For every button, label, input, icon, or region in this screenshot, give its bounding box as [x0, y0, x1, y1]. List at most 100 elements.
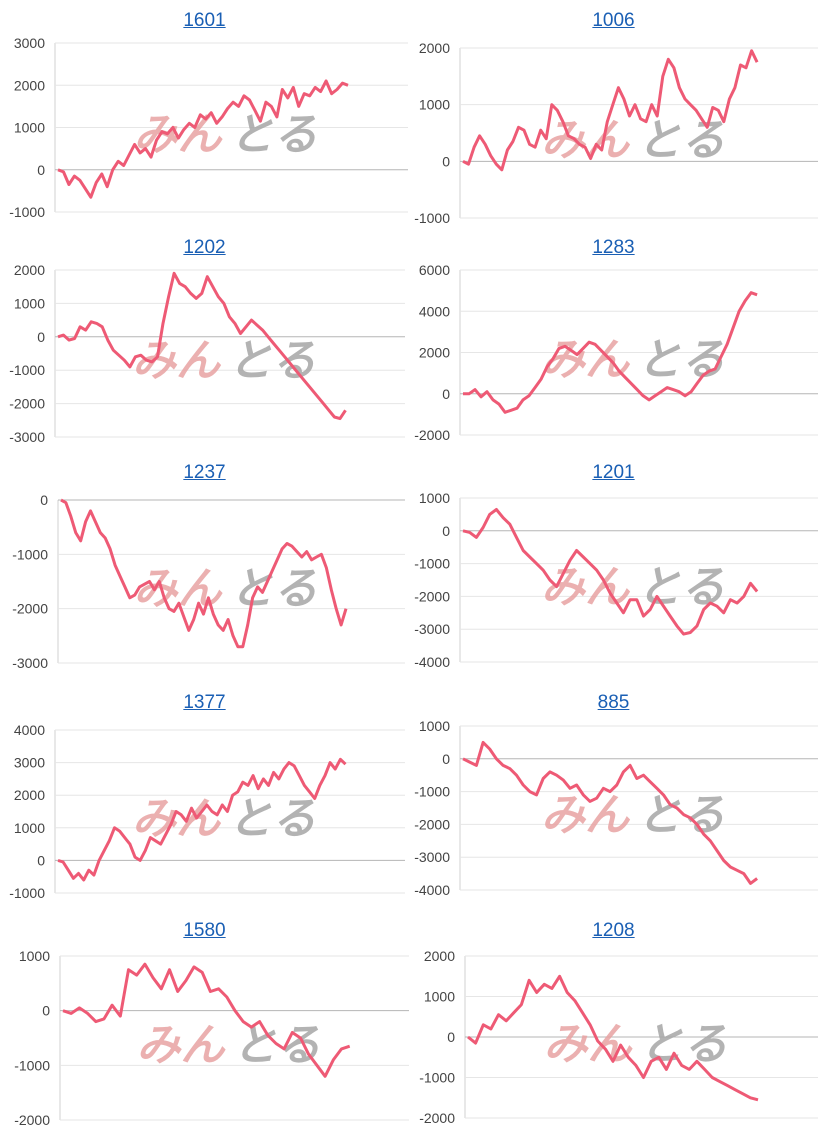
y-tick-label: 0 — [442, 386, 450, 402]
line-chart: 3000 2000 1000 0 -1000 みん とる — [9, 35, 408, 220]
chart-title[interactable]: 1201 — [592, 462, 635, 483]
y-tick-label: -1000 — [419, 1070, 455, 1086]
watermark-left: みん — [541, 115, 631, 166]
line-chart: 1000 0 -1000 -2000 -3000 -4000 みん とる — [414, 718, 818, 898]
chart-1006: 2000 1000 0 -1000 みん とる 1006 — [409, 8, 818, 228]
chart-title[interactable]: 1237 — [183, 462, 226, 483]
series-line — [462, 508, 759, 636]
y-tick-label: 4000 — [419, 303, 450, 319]
y-tick-label: -4000 — [414, 654, 450, 670]
series-line — [462, 49, 759, 172]
y-tick-label: -1000 — [414, 556, 450, 572]
y-tick-label: -2000 — [414, 588, 450, 604]
watermark-logo: みん とる — [137, 1020, 321, 1071]
series-line — [62, 962, 351, 1078]
y-tick-label: 0 — [442, 751, 450, 767]
series-line — [57, 271, 347, 421]
watermark-logo: みん とる — [544, 1019, 728, 1070]
y-tick-label: 0 — [447, 1029, 455, 1045]
line-chart: 1000 0 -1000 -2000 -3000 -4000 みん とる — [414, 490, 818, 670]
y-tick-label: 2000 — [14, 262, 45, 278]
chart-1580: 1000 0 -1000 -2000 みん とる 1580 — [0, 918, 409, 1140]
y-tick-label: 1000 — [419, 97, 450, 113]
y-tick-label: -1000 — [12, 546, 48, 562]
chart-1601: 3000 2000 1000 0 -1000 みん とる 1601 — [0, 8, 409, 223]
y-tick-label: 3000 — [14, 755, 45, 771]
y-tick-label: -2000 — [9, 396, 45, 412]
y-tick-label: 1000 — [19, 948, 50, 964]
chart-title[interactable]: 1580 — [183, 920, 226, 941]
y-tick-label: 0 — [442, 523, 450, 539]
y-tick-label: 1000 — [14, 820, 45, 836]
y-tick-label: -2000 — [419, 1110, 455, 1126]
line-chart: 2000 1000 0 -1000 -2000 みん とる — [419, 948, 818, 1126]
watermark-left: みん — [137, 1020, 227, 1071]
y-tick-label: 1000 — [14, 295, 45, 311]
chart-885: 1000 0 -1000 -2000 -3000 -4000 みん とる 885 — [409, 690, 818, 905]
series-line — [467, 974, 759, 1102]
line-chart: 2000 1000 0 -1000 みん とる — [414, 40, 818, 226]
y-tick-label: 2000 — [14, 787, 45, 803]
y-tick-label: 2000 — [419, 40, 450, 56]
chart-1283: 6000 4000 2000 0 -2000 みん とる 1283 — [409, 235, 818, 450]
watermark-logo: みん とる — [541, 562, 725, 613]
chart-title[interactable]: 1202 — [183, 237, 226, 258]
watermark-logo: みん とる — [134, 110, 318, 161]
y-tick-label: -3000 — [414, 849, 450, 865]
watermark-logo: みん とる — [541, 790, 725, 841]
chart-1201: 1000 0 -1000 -2000 -3000 -4000 みん とる 1201 — [409, 460, 818, 675]
y-tick-label: 0 — [442, 153, 450, 169]
series-line — [463, 291, 758, 414]
watermark-logo: みん とる — [132, 794, 316, 845]
y-tick-label: -1000 — [9, 204, 45, 220]
watermark-left: みん — [541, 335, 631, 386]
y-tick-label: -1000 — [14, 1057, 50, 1073]
chart-1377: 4000 3000 2000 1000 0 -1000 みん とる 1377 — [0, 690, 409, 905]
chart-title[interactable]: 1283 — [592, 237, 635, 258]
y-tick-label: 3000 — [14, 35, 45, 51]
y-tick-label: 0 — [37, 162, 45, 178]
chart-1237: 0 -1000 -2000 -3000 みん とる 1237 — [0, 460, 409, 680]
chart-title[interactable]: 1601 — [183, 10, 226, 31]
chart-title[interactable]: 1208 — [592, 920, 635, 941]
watermark-right: とる — [230, 564, 318, 615]
watermark-right: とる — [228, 794, 316, 845]
watermark-right: とる — [640, 1019, 728, 1070]
y-tick-label: -1000 — [9, 362, 45, 378]
y-tick-label: 0 — [42, 1003, 50, 1019]
chart-title[interactable]: 885 — [597, 692, 630, 713]
line-chart: 4000 3000 2000 1000 0 -1000 みん とる — [9, 722, 405, 901]
watermark-right: とる — [637, 335, 725, 386]
watermark-left: みん — [132, 794, 222, 845]
chart-1202: 2000 1000 0 -1000 -2000 -3000 みん とる 1202 — [0, 235, 409, 450]
watermark-right: とる — [637, 790, 725, 841]
y-tick-label: 2000 — [14, 77, 45, 93]
series-line — [462, 740, 758, 885]
y-tick-label: 4000 — [14, 722, 45, 738]
watermark-left: みん — [544, 1019, 634, 1070]
y-tick-label: -2000 — [14, 1112, 50, 1128]
chart-title[interactable]: 1006 — [592, 10, 635, 31]
series-line — [60, 498, 348, 649]
y-tick-label: -2000 — [12, 601, 48, 617]
y-tick-label: 6000 — [419, 262, 450, 278]
watermark-logo: みん とる — [541, 335, 725, 386]
y-tick-label: -1000 — [414, 784, 450, 800]
y-tick-label: -3000 — [9, 429, 45, 445]
line-chart: 6000 4000 2000 0 -2000 みん とる — [414, 262, 818, 443]
y-tick-label: -2000 — [414, 427, 450, 443]
y-tick-label: 1000 — [424, 989, 455, 1005]
series-line — [57, 79, 349, 199]
y-tick-label: -1000 — [9, 885, 45, 901]
y-tick-label: 2000 — [424, 948, 455, 964]
y-tick-label: 1000 — [14, 120, 45, 136]
y-tick-label: -4000 — [414, 882, 450, 898]
chart-title[interactable]: 1377 — [183, 692, 226, 713]
watermark-logo: みん とる — [541, 115, 725, 166]
y-tick-label: 0 — [37, 852, 45, 868]
y-tick-label: 2000 — [419, 345, 450, 361]
y-tick-label: 1000 — [419, 718, 450, 734]
